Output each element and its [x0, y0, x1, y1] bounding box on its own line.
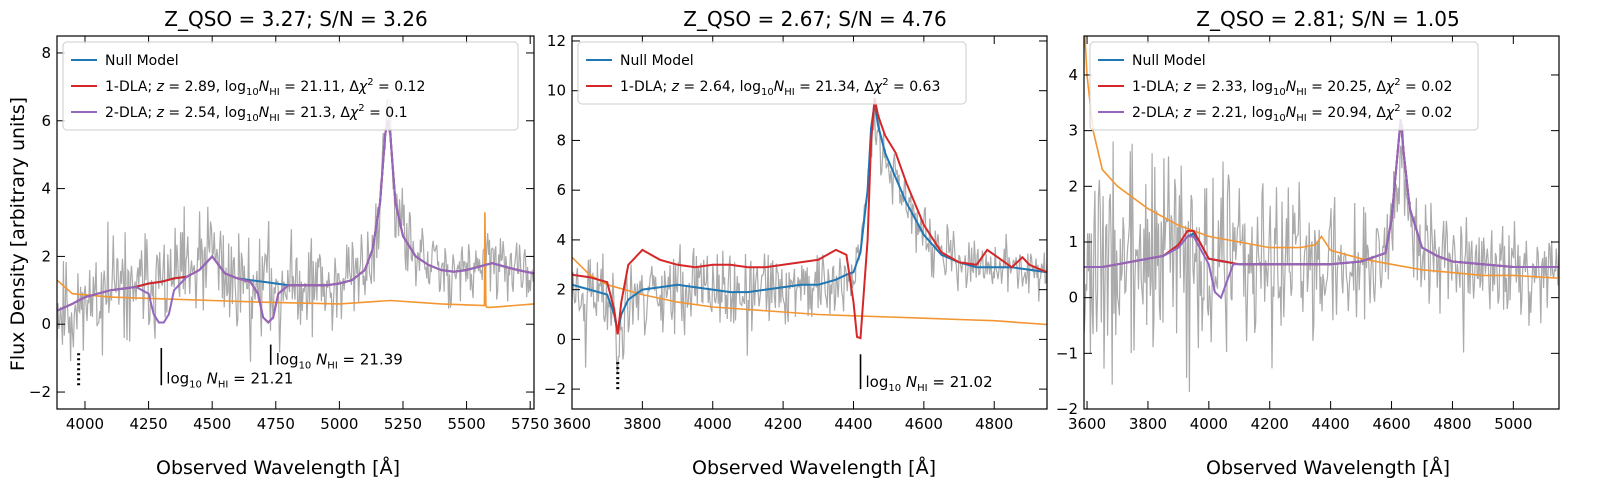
panel-1-xlabel: Observed Wavelength [Å] [156, 456, 400, 479]
panel-3-title: Z_QSO = 2.81; S/N = 1.05 [1196, 7, 1459, 31]
noise-series-line [572, 256, 1047, 326]
legend-entry: 2-DLA; z = 2.21, log10NHI = 20.94, Δχ2 =… [1132, 103, 1452, 124]
y-tick-label: 6 [41, 112, 51, 130]
legend-entry: 2-DLA; z = 2.54, log10NHI = 21.3, Δχ2 = … [105, 103, 408, 124]
y-tick-label: −2 [1056, 400, 1078, 418]
y-tick-label: 2 [556, 281, 566, 299]
panel-2: Z_QSO = 2.67; S/N = 4.76 Observed Wavele… [544, 7, 1048, 479]
legend-entry: Null Model [1132, 53, 1206, 69]
y-axis-label: Flux Density [arbitrary units] [7, 97, 29, 371]
legend-entry: Null Model [105, 53, 179, 69]
x-tick-label: 4500 [193, 415, 231, 433]
panel-2-xlabel: Observed Wavelength [Å] [692, 456, 936, 479]
y-tick-label: 4 [41, 180, 51, 198]
axes-frame [571, 35, 1048, 410]
panel-1: Z_QSO = 3.27; S/N = 3.26 Observed Wavele… [29, 7, 549, 479]
y-tick-label: 0 [41, 315, 51, 333]
x-tick-label: 5750 [511, 415, 549, 433]
panel-3-xlabel: Observed Wavelength [Å] [1206, 456, 1450, 479]
y-tick-label: −1 [1056, 344, 1078, 362]
y-tick-label: 10 [547, 82, 566, 100]
x-tick-label: 5000 [1494, 415, 1532, 433]
x-tick-label: 4750 [257, 415, 295, 433]
x-tick-label: 4200 [1251, 415, 1289, 433]
dla-marker-label: log10 NHI = 21.39 [276, 351, 403, 372]
null-series-line [572, 102, 1047, 333]
panel-1-title: Z_QSO = 3.27; S/N = 3.26 [164, 7, 427, 31]
x-tick-label: 3600 [553, 415, 591, 433]
observed-spectrum-line [1084, 124, 1559, 392]
y-tick-label: 6 [556, 181, 566, 199]
x-tick-label: 4600 [1372, 415, 1410, 433]
dla-marker-label: log10 NHI = 21.21 [166, 369, 293, 390]
noise-series-line [1084, 36, 1559, 279]
x-tick-label: 4800 [1433, 415, 1471, 433]
axes-frame [56, 35, 535, 410]
y-tick-label: 8 [41, 44, 51, 62]
noise-series-line [57, 212, 534, 309]
x-tick-label: 5500 [447, 415, 485, 433]
axes-frame [1083, 35, 1560, 410]
x-tick-label: 4000 [66, 415, 104, 433]
panel-3-plot: 3600 3800 4000 4200 4400 4600 4800 5000 −2 −1 0 1 2 3… [1056, 35, 1560, 433]
x-tick-label: 4800 [975, 415, 1013, 433]
y-tick-label: −2 [29, 383, 51, 401]
dla2-series-line [1084, 119, 1559, 300]
y-tick-label: −2 [544, 380, 566, 398]
y-tick-label: 4 [556, 231, 566, 249]
legend-entry: Null Model [620, 53, 694, 69]
panel-3: Z_QSO = 2.81; S/N = 1.05 Observed Wavele… [1056, 7, 1560, 479]
dla-marker-label: log10 NHI = 21.02 [866, 373, 993, 394]
legend: Null Model 1-DLA; z = 2.89, log10NHI = 21… [62, 41, 519, 131]
y-tick-label: 2 [1068, 177, 1078, 195]
observed-spectrum-line [572, 98, 1047, 374]
x-tick-label: 4000 [694, 415, 732, 433]
x-tick-label: 3600 [1068, 415, 1106, 433]
observed-spectrum-line [57, 97, 534, 362]
y-tick-label: 4 [1068, 66, 1078, 84]
x-tick-label: 3800 [1129, 415, 1167, 433]
y-tick-label: 12 [547, 32, 566, 50]
x-tick-label: 4400 [1312, 415, 1350, 433]
legend-entry: 1-DLA; z = 2.64, log10NHI = 21.34, Δχ2 =… [620, 77, 940, 98]
x-tick-label: 4400 [834, 415, 872, 433]
y-tick-label: 8 [556, 131, 566, 149]
y-tick-label: 2 [41, 247, 51, 265]
legend: Null Model 1-DLA; z = 2.64, log10NHI = 21… [577, 41, 967, 105]
x-tick-label: 4000 [1190, 415, 1228, 433]
panel-2-title: Z_QSO = 2.67; S/N = 4.76 [683, 7, 946, 31]
x-tick-label: 5250 [384, 415, 422, 433]
y-tick-label: 0 [556, 330, 566, 348]
x-tick-label: 4200 [764, 415, 802, 433]
y-tick-label: 3 [1068, 122, 1078, 140]
x-tick-label: 5000 [320, 415, 358, 433]
legend: Null Model 1-DLA; z = 2.33, log10NHI = 20… [1089, 41, 1479, 131]
x-tick-label: 4600 [905, 415, 943, 433]
legend-entry: 1-DLA; z = 2.33, log10NHI = 20.25, Δχ2 =… [1132, 77, 1452, 98]
dla2-series-line [57, 120, 534, 324]
x-tick-label: 4250 [129, 415, 167, 433]
y-tick-label: 1 [1068, 233, 1078, 251]
dla1-series-line [572, 98, 1047, 340]
y-tick-label: 0 [1068, 289, 1078, 307]
x-tick-label: 3800 [623, 415, 661, 433]
legend-entry: 1-DLA; z = 2.89, log10NHI = 21.11, Δχ2 =… [105, 77, 425, 98]
